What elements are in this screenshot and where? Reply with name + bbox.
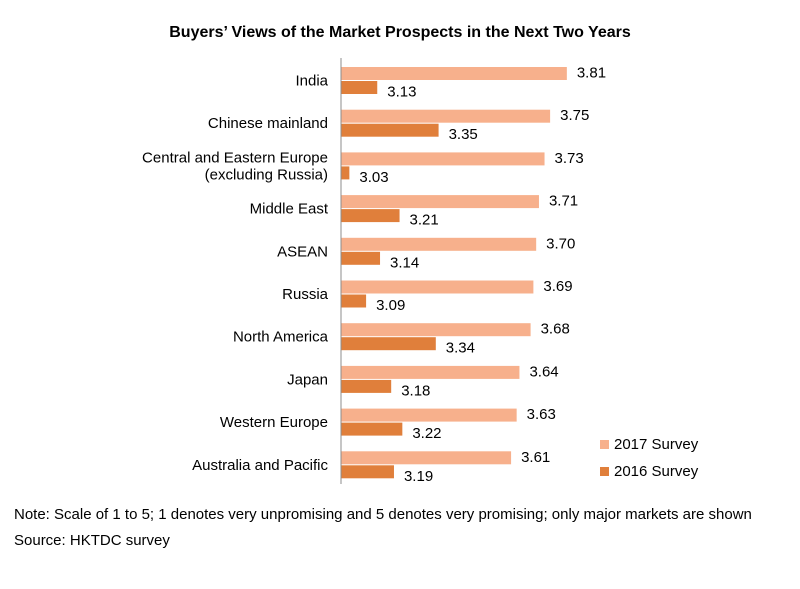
chart-title: Buyers’ Views of the Market Prospects in… [169,24,631,41]
category-label: Chinese mainland [208,115,328,132]
data-label: 3.61 [521,449,550,466]
category-label: North America [233,329,329,346]
data-label: 3.64 [529,363,558,380]
data-label: 3.35 [449,126,478,143]
bar-2016 [341,337,436,351]
bar-2016 [341,251,381,265]
legend-swatch-2016 [600,467,609,476]
data-label: 3.21 [410,212,439,229]
bar-2016 [341,465,394,479]
legend-swatch-2017 [600,440,609,449]
data-label: 3.34 [446,340,475,357]
data-label: 3.71 [549,193,578,210]
legend-label-2017: 2017 Survey [614,436,699,453]
legend-label-2016: 2016 Survey [614,463,699,480]
bar-2017 [341,408,517,422]
chart-notes: Note: Scale of 1 to 5; 1 denotes very un… [14,502,786,554]
bar-2017 [341,109,551,123]
chart-svg: Buyers’ Views of the Market Prospects in… [142,24,699,485]
data-label: 3.13 [387,84,416,101]
category-label: Japan [287,371,328,388]
bar-2017 [341,237,537,251]
bar-2016 [341,209,400,223]
bar-2016 [341,81,378,94]
data-label: 3.09 [376,297,405,314]
category-label: Australia and Pacific [192,457,328,474]
category-label: Russia [282,286,329,303]
data-label: 3.69 [543,278,572,295]
bar-2017 [341,451,512,465]
category-label: Central and Eastern Europe [142,149,328,166]
data-label: 3.73 [555,150,584,167]
data-label: 3.22 [412,425,441,442]
category-label: (excluding Russia) [205,166,328,183]
data-label: 3.03 [359,169,388,186]
bar-2017 [341,152,545,166]
data-label: 3.68 [541,321,570,338]
bar-2016 [341,166,350,180]
bar-chart: Buyers’ Views of the Market Prospects in… [142,24,699,485]
data-label: 3.75 [560,107,589,124]
bar-2017 [341,67,567,80]
data-label: 3.63 [527,406,556,423]
data-label: 3.19 [404,468,433,485]
data-label: 3.70 [546,235,575,252]
note-text: Note: Scale of 1 to 5; 1 denotes very un… [14,506,752,523]
category-label: Western Europe [220,414,328,431]
bar-2016 [341,123,439,137]
data-label: 3.81 [577,65,606,82]
bar-2016 [341,422,403,436]
bar-2017 [341,323,531,337]
bar-2017 [341,195,539,209]
category-label: ASEAN [277,243,328,260]
data-label: 3.14 [390,254,419,271]
category-label: Middle East [250,201,329,218]
data-label: 3.18 [401,382,430,399]
bar-2016 [341,294,367,308]
bar-2017 [341,280,534,294]
bar-2016 [341,379,392,393]
source-text: Source: HKTDC survey [14,532,170,549]
bar-2017 [341,365,520,379]
category-label: India [295,73,328,90]
